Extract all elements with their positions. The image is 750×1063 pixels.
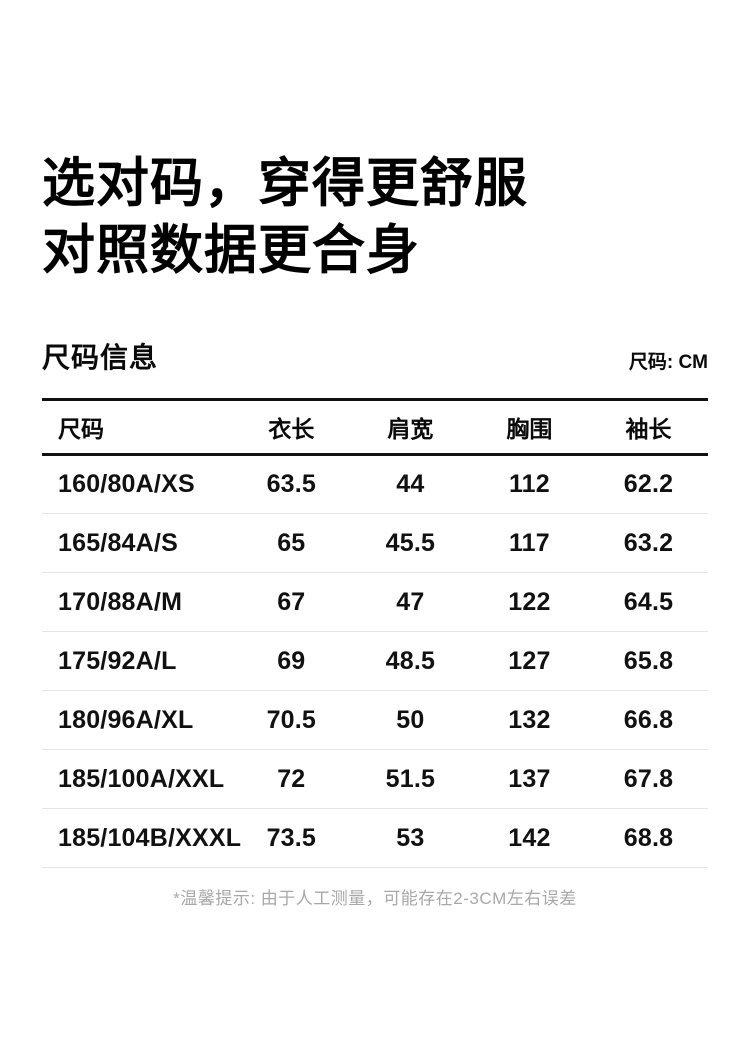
value-cell: 44 — [396, 470, 425, 498]
size-cell: 170/88A/M — [58, 587, 183, 616]
value-cell: 64.5 — [623, 587, 674, 616]
value-cell: 112 — [508, 470, 550, 498]
column-header-length: 衣长 — [268, 416, 315, 442]
size-chart-page: 选对码，穿得更舒服 对照数据更合身 尺码信息 尺码: CM 尺码 衣长 肩宽 胸… — [0, 150, 750, 909]
table-row: 185/104B/XXXL 73.5 53 142 68.8 — [42, 809, 708, 868]
value-cell: 48.5 — [385, 646, 436, 675]
table-row: 175/92A/L 69 48.5 127 65.8 — [42, 632, 708, 691]
value-cell: 67.8 — [623, 764, 674, 793]
value-cell: 69 — [277, 646, 306, 675]
table-row: 185/100A/XXL 72 51.5 137 67.8 — [42, 750, 708, 809]
section-header: 尺码信息 尺码: CM — [42, 336, 708, 376]
value-cell: 47 — [396, 587, 425, 616]
size-cell: 175/92A/L — [58, 646, 177, 675]
size-cell: 180/96A/XL — [58, 705, 194, 734]
value-cell: 142 — [508, 823, 551, 852]
value-cell: 127 — [508, 646, 551, 675]
value-cell: 51.5 — [385, 764, 436, 793]
column-header-chest: 胸围 — [506, 416, 553, 442]
value-cell: 66.8 — [623, 705, 674, 734]
size-table: 尺码 衣长 肩宽 胸围 袖长 160/80A/XS 63.5 44 112 62.2 16… — [42, 398, 708, 868]
value-cell: 65 — [277, 528, 306, 557]
table-header-row: 尺码 衣长 肩宽 胸围 袖长 — [42, 400, 708, 455]
size-cell: 165/84A/S — [58, 528, 178, 557]
column-header-sleeve: 袖长 — [625, 416, 672, 442]
unit-label: 尺码: CM — [628, 352, 708, 373]
page-title: 选对码，穿得更舒服 对照数据更合身 — [42, 150, 708, 284]
value-cell: 62.2 — [623, 470, 674, 498]
value-cell: 63.2 — [623, 528, 674, 557]
value-cell: 45.5 — [385, 528, 436, 557]
table-row: 180/96A/XL 70.5 50 132 66.8 — [42, 691, 708, 750]
value-cell: 63.5 — [266, 470, 317, 498]
table-row: 165/84A/S 65 45.5 117 63.2 — [42, 514, 708, 573]
measurement-disclaimer: *温馨提示: 由于人工测量，可能存在2-3CM左右误差 — [173, 889, 577, 908]
page-title-line1: 选对码，穿得更舒服 — [42, 154, 528, 213]
column-header-size: 尺码 — [58, 416, 104, 442]
value-cell: 132 — [508, 705, 551, 734]
table-row: 170/88A/M 67 47 122 64.5 — [42, 573, 708, 632]
size-cell: 185/104B/XXXL — [58, 823, 242, 852]
value-cell: 72 — [277, 764, 306, 793]
value-cell: 65.8 — [623, 646, 674, 675]
value-cell: 117 — [508, 528, 550, 557]
section-title: 尺码信息 — [42, 342, 159, 373]
value-cell: 53 — [396, 823, 425, 852]
value-cell: 73.5 — [266, 823, 317, 852]
size-cell: 160/80A/XS — [58, 470, 195, 498]
value-cell: 137 — [508, 764, 551, 793]
value-cell: 50 — [396, 705, 425, 734]
size-cell: 185/100A/XXL — [58, 764, 225, 793]
value-cell: 68.8 — [623, 823, 674, 852]
column-header-shoulder: 肩宽 — [387, 416, 434, 442]
size-table-body: 160/80A/XS 63.5 44 112 62.2 165/84A/S 65 45.5 11… — [42, 455, 708, 868]
page-title-line2: 对照数据更合身 — [42, 221, 420, 280]
value-cell: 122 — [508, 587, 551, 616]
value-cell: 70.5 — [266, 705, 317, 734]
table-row: 160/80A/XS 63.5 44 112 62.2 — [42, 455, 708, 514]
value-cell: 67 — [277, 587, 306, 616]
